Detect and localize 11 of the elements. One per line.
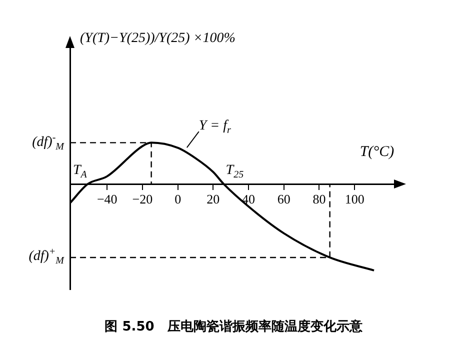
x-axis-title: T(°C) xyxy=(360,144,394,160)
text: (Y(T)−Y(25))/Y(25) ×100% xyxy=(80,31,236,46)
text: 图 5.50 压电陶瓷谐振频率随温度变化示意 xyxy=(104,318,364,335)
x-tick-label: −40 xyxy=(96,191,118,206)
x-tick-label: −20 xyxy=(132,191,153,206)
x-tick-label: 0 xyxy=(174,191,182,206)
x-tick-label: 20 xyxy=(206,191,220,206)
x-tick-label: 100 xyxy=(344,191,364,206)
x-tick-label: 40 xyxy=(242,191,256,206)
x-tick-label: 80 xyxy=(312,191,326,206)
x-tick-label: 60 xyxy=(277,191,290,206)
